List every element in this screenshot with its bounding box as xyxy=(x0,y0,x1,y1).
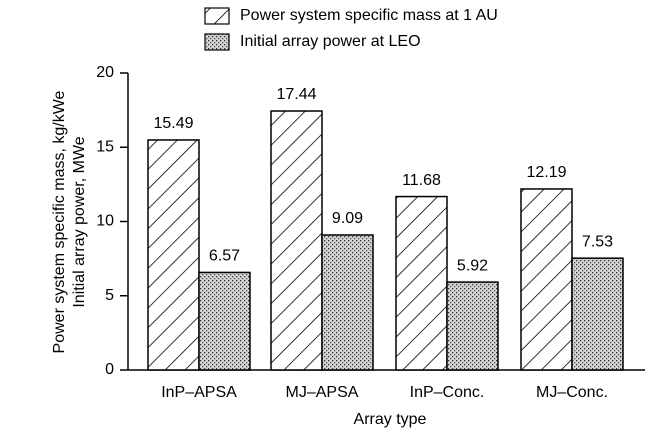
legend-swatch xyxy=(204,7,230,25)
x-tick-label: MJ–Conc. xyxy=(536,384,608,401)
x-tick-label: InP–APSA xyxy=(161,384,237,401)
value-label: 9.09 xyxy=(332,210,363,227)
value-label: 6.57 xyxy=(209,248,240,265)
y-tick-label: 20 xyxy=(96,64,114,81)
value-label: 17.44 xyxy=(276,86,316,103)
bar xyxy=(446,281,499,371)
value-label: 11.68 xyxy=(402,172,441,189)
value-label: 5.92 xyxy=(457,257,488,274)
y-tick-label: 15 xyxy=(96,138,114,155)
y-tick-label: 0 xyxy=(105,361,114,378)
y-tick-label: 5 xyxy=(105,287,114,304)
x-tick-label: InP–Conc. xyxy=(410,384,485,401)
value-label: 7.53 xyxy=(582,233,613,250)
y-tick-label: 10 xyxy=(96,213,114,230)
y-axis-label: Initial array power, MWe xyxy=(71,136,88,307)
bar xyxy=(198,271,251,371)
x-axis-label: Array type xyxy=(354,411,427,428)
bar xyxy=(321,234,374,371)
bar xyxy=(395,195,448,371)
legend-swatch xyxy=(204,33,230,51)
bar xyxy=(571,257,624,371)
bar xyxy=(520,188,573,371)
legend-label: Initial array power at LEO xyxy=(240,33,421,50)
x-tick-label: MJ–APSA xyxy=(286,384,359,401)
bar xyxy=(270,110,323,371)
value-label: 12.19 xyxy=(526,164,566,181)
bar xyxy=(147,139,200,371)
value-label: 15.49 xyxy=(153,115,193,132)
y-axis-label: Power system specific mass, kg/kWe xyxy=(51,90,68,353)
legend-label: Power system specific mass at 1 AU xyxy=(240,7,498,24)
